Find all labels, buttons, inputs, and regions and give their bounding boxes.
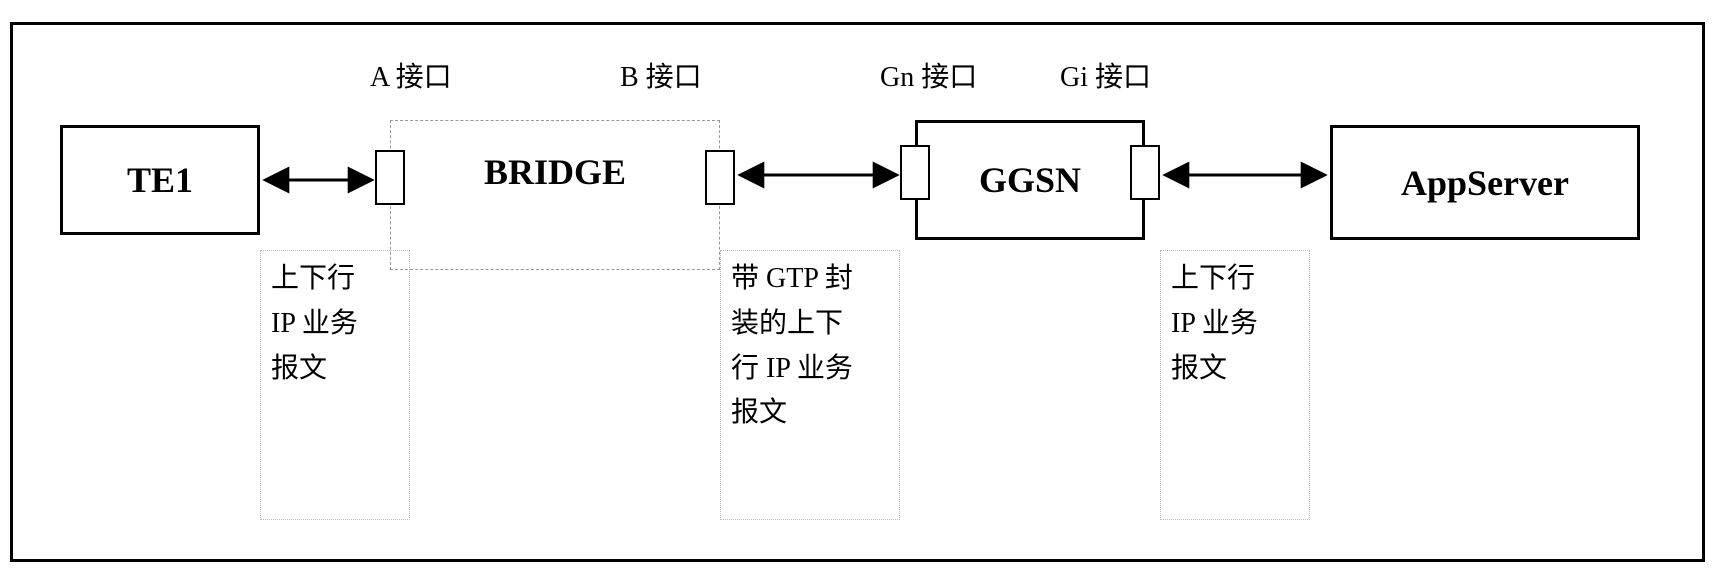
- diagram-canvas: A 接口 B 接口 Gn 接口 Gi 接口 TE1 BRIDGE GGSN Ap…: [0, 0, 1715, 582]
- arrows-layer: [0, 0, 1715, 582]
